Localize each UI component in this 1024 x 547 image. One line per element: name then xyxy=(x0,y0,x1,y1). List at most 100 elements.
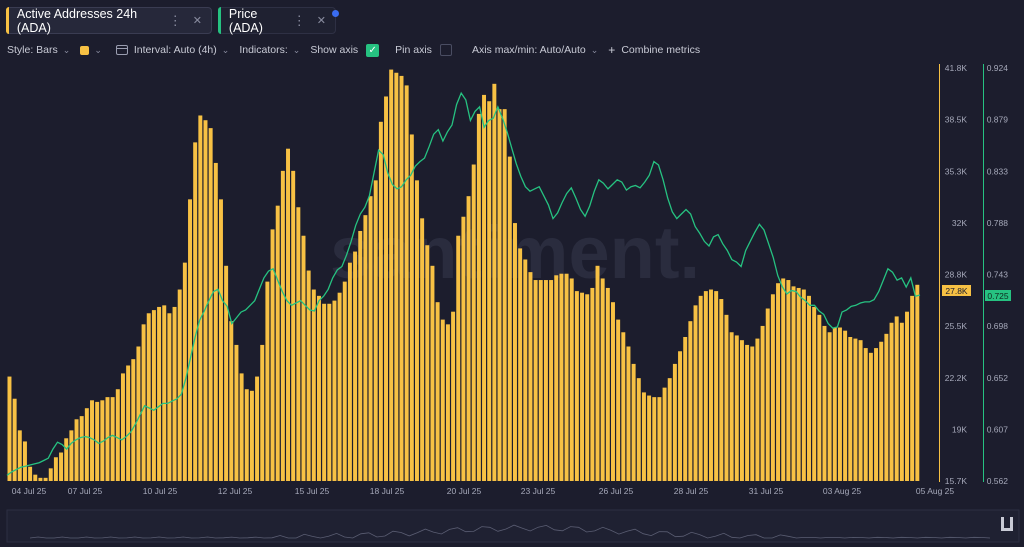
bar xyxy=(456,235,461,481)
bar xyxy=(188,199,192,481)
bar xyxy=(487,101,492,481)
bar xyxy=(497,109,502,481)
bar xyxy=(569,278,574,481)
chart-toolbar: Style: Bars ⌄ ⌄ Interval: Auto (4h) ⌄ In… xyxy=(7,42,710,58)
bar xyxy=(889,322,894,481)
bar xyxy=(528,272,533,481)
last-value-right-label: 0.725 xyxy=(987,291,1009,301)
bar xyxy=(146,313,151,481)
bar xyxy=(714,291,719,481)
show-axis-toggle[interactable]: Show axis ✓ xyxy=(310,43,380,57)
navigator-line xyxy=(29,524,991,539)
bar xyxy=(910,295,915,481)
pin-axis-toggle[interactable]: Pin axis xyxy=(395,44,452,56)
bar xyxy=(435,302,440,481)
bar xyxy=(167,313,172,481)
bar xyxy=(17,430,22,481)
last-value-left-label: 27.8K xyxy=(945,286,968,296)
bar xyxy=(151,310,156,481)
bar xyxy=(275,205,280,482)
bar xyxy=(157,306,162,481)
bar xyxy=(33,474,38,481)
bar xyxy=(59,452,64,481)
bar xyxy=(177,289,182,481)
checkbox-checked-icon[interactable]: ✓ xyxy=(366,43,380,57)
bar xyxy=(564,273,569,481)
bar xyxy=(807,295,811,481)
bar xyxy=(53,457,58,481)
color-picker[interactable]: ⌄ xyxy=(80,45,102,56)
bar xyxy=(136,346,141,481)
more-options-icon[interactable]: ⋮ xyxy=(168,12,182,28)
bar xyxy=(662,387,667,481)
bar xyxy=(120,373,125,481)
bar xyxy=(817,314,822,481)
bar xyxy=(574,291,579,481)
bar xyxy=(332,300,337,481)
bar xyxy=(260,344,265,481)
x-axis-tick-label: 10 Jul 25 xyxy=(143,486,178,496)
bar xyxy=(636,378,641,481)
navigator-handle[interactable] xyxy=(1001,517,1013,531)
bar xyxy=(141,324,146,481)
tab-price[interactable]: Price (ADA) ⋮ ✕ xyxy=(218,7,339,35)
bar xyxy=(353,251,358,481)
left-axis-tick-label: 28.8K xyxy=(945,270,968,280)
bar xyxy=(585,294,590,481)
bar xyxy=(322,303,327,481)
combine-metrics-label: Combine metrics xyxy=(621,44,701,56)
bar xyxy=(280,170,285,481)
bar xyxy=(739,340,744,481)
bar xyxy=(347,262,352,481)
bar xyxy=(43,477,48,481)
x-axis-tick-label: 18 Jul 25 xyxy=(370,486,405,496)
indicators-dropdown[interactable]: Indicators: ⌄ xyxy=(239,44,300,56)
bar xyxy=(884,333,889,481)
close-icon[interactable]: ✕ xyxy=(316,15,326,27)
bar xyxy=(750,346,755,481)
price-line xyxy=(6,91,921,476)
x-axis-tick-label: 23 Jul 25 xyxy=(521,486,556,496)
notification-dot xyxy=(332,10,339,17)
bar xyxy=(863,348,868,481)
bar xyxy=(311,289,316,481)
checkbox-unchecked-icon[interactable] xyxy=(439,44,452,56)
bar xyxy=(667,378,672,481)
bar xyxy=(7,376,12,481)
axis-range-label: Axis max/min: Auto/Auto xyxy=(471,44,586,56)
last-value-left: 27.8K xyxy=(942,285,971,296)
bar xyxy=(801,289,806,481)
right-axis-tick-label: 0.652 xyxy=(987,373,1009,383)
bar xyxy=(234,344,239,481)
bar xyxy=(445,324,450,481)
bar xyxy=(595,265,600,481)
right-axis-tick-label: 0.698 xyxy=(987,321,1009,331)
tab-active-addresses[interactable]: Active Addresses 24h (ADA) ⋮ ✕ xyxy=(6,7,212,35)
bar xyxy=(781,278,786,481)
bar xyxy=(126,365,131,481)
right-axis-ticks: 0.924 0.879 0.833 0.788 0.743 0.698 0.652 0.607… xyxy=(987,63,1009,486)
bar xyxy=(843,330,848,481)
indicators-label: Indicators: xyxy=(239,44,288,56)
bar xyxy=(378,121,383,482)
bar xyxy=(502,109,507,481)
bar xyxy=(698,295,703,481)
close-icon[interactable]: ✕ xyxy=(192,15,202,27)
bar xyxy=(296,207,301,481)
combine-metrics-button[interactable]: + Combine metrics xyxy=(608,43,700,57)
style-dropdown[interactable]: Style: Bars ⌄ xyxy=(7,44,70,56)
bar xyxy=(430,265,435,481)
bar xyxy=(672,363,677,481)
axis-range-dropdown[interactable]: Axis max/min: Auto/Auto ⌄ xyxy=(472,44,598,56)
bar xyxy=(822,325,827,481)
bar xyxy=(182,262,187,481)
bar xyxy=(110,397,115,481)
bar xyxy=(518,248,523,481)
bar xyxy=(461,216,466,482)
interval-dropdown[interactable]: Interval: Auto (4h) ⌄ xyxy=(115,44,229,56)
bar xyxy=(832,327,837,481)
bar xyxy=(796,287,801,481)
bar xyxy=(38,477,43,481)
more-options-icon[interactable]: ⋮ xyxy=(292,12,306,28)
bar xyxy=(507,156,512,482)
